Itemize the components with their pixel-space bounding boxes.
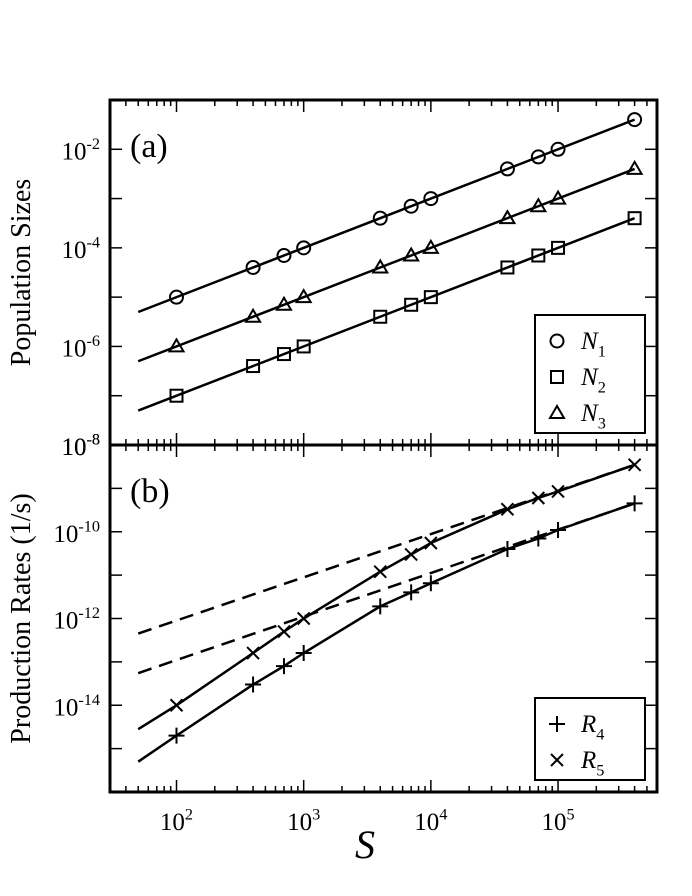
panel-a-ticks: [109, 99, 658, 446]
panel-b: 10-8 10-10 10-12 10-14 102 103 104 105 (b) Pro…: [6, 431, 659, 867]
legend-marker-N3: [548, 404, 566, 419]
data-point-N2: [373, 309, 388, 324]
data-point-R5: [373, 564, 387, 579]
panel-a: 10-2 10-4 10-6 10-8 (a) Population Sizes N1…: [6, 98, 659, 461]
panel-b-y-axis-label: Production Rates (1/s): [6, 493, 37, 743]
legend-label-R5: R5: [580, 747, 604, 780]
data-point-N2: [276, 347, 291, 362]
data-point-N3: [498, 209, 517, 225]
x-axis-label: S: [355, 822, 375, 867]
panel-b-curves: [137, 463, 636, 763]
x-tick-label: 102: [160, 806, 193, 837]
data-point-N2: [500, 260, 515, 275]
x-tick-label: 105: [541, 806, 574, 837]
x-tick-labels: 102 103 104 105: [160, 806, 575, 837]
data-point-R4: [275, 658, 292, 675]
y-tick-label: 10-8: [61, 431, 100, 462]
data-point-R5: [424, 536, 438, 550]
data-point-N3: [422, 238, 440, 254]
legend-label-R4: R4: [580, 711, 604, 744]
legend-label-N3: N3: [580, 400, 606, 433]
data-point-N3: [294, 288, 313, 304]
data-point-N2: [404, 297, 419, 312]
data-point-R5: [169, 698, 184, 712]
data-point-R4: [530, 530, 547, 547]
data-point-N3: [529, 197, 548, 213]
data-point-N1: [627, 112, 643, 128]
data-point-R4: [295, 645, 312, 662]
data-point-N1: [530, 149, 546, 165]
data-point-N3: [167, 337, 186, 353]
asymptote-R4: [137, 502, 636, 675]
legend-box: [534, 697, 646, 781]
y-tick-label: 10-4: [61, 233, 100, 264]
data-point-N3: [549, 189, 567, 205]
data-point-N1: [499, 161, 515, 177]
panel-a-label: (a): [130, 128, 168, 165]
y-tick-label: 10-2: [61, 135, 100, 166]
data-point-R4: [168, 727, 185, 744]
data-point-R5: [500, 502, 515, 516]
y-tick-label: 10-10: [53, 517, 100, 548]
data-point-R4: [550, 521, 567, 538]
data-point-N1: [296, 240, 312, 256]
y-tick-label: 10-8: [61, 431, 100, 462]
data-point-N1: [276, 247, 292, 263]
panel-b-markers: [168, 458, 643, 744]
data-point-R5: [246, 646, 260, 660]
y-tick-label: 10-14: [53, 691, 100, 722]
panel-a-y-axis-label: Population Sizes: [6, 179, 37, 366]
data-point-R4: [499, 541, 516, 558]
curve-R4: [137, 502, 636, 763]
data-point-R5: [531, 491, 546, 505]
data-point-N2: [551, 240, 566, 255]
data-point-N2: [531, 248, 546, 263]
data-point-N2: [296, 339, 311, 354]
legend-marker-N1: [549, 333, 565, 349]
data-point-N3: [275, 295, 293, 311]
data-point-R5: [404, 547, 418, 562]
data-point-N3: [371, 258, 389, 274]
legend-marker-R4: [549, 716, 565, 732]
data-point-N2: [627, 211, 642, 226]
data-point-R5: [551, 484, 565, 499]
data-point-N3: [625, 159, 644, 175]
legend-label-N2: N2: [580, 364, 606, 397]
data-point-R5: [277, 624, 291, 639]
legend-label-N1: N1: [580, 328, 606, 361]
panel-a-markers: [167, 112, 644, 403]
data-point-R4: [245, 676, 262, 693]
data-point-R5: [627, 458, 642, 472]
x-tick-label: 103: [287, 806, 320, 837]
legend-marker-R5: [550, 753, 564, 767]
data-point-R4: [403, 584, 420, 601]
data-point-N3: [402, 246, 420, 262]
y-tick-label: 10-12: [53, 604, 100, 635]
data-point-N1: [403, 198, 419, 214]
data-point-N1: [423, 191, 439, 207]
data-point-N3: [244, 307, 262, 323]
data-point-N1: [550, 141, 566, 157]
data-point-R4: [626, 495, 643, 512]
data-point-R4: [372, 598, 389, 615]
data-point-N1: [245, 259, 261, 275]
curve-R5: [137, 463, 636, 731]
data-point-R5: [296, 611, 311, 626]
y-tick-label: 10-6: [61, 332, 100, 363]
panel-b-label: (b): [130, 473, 170, 510]
data-point-R4: [422, 575, 439, 592]
data-point-N1: [168, 289, 184, 305]
panel-b-y-tick-labels: 10-8 10-10 10-12 10-14: [53, 431, 100, 722]
x-tick-label: 104: [414, 806, 447, 837]
data-point-N1: [372, 210, 388, 226]
data-point-N2: [246, 359, 261, 374]
data-point-N2: [169, 388, 184, 403]
panel-a-y-tick-labels: 10-2 10-4 10-6 10-8: [61, 135, 100, 461]
data-point-N2: [423, 290, 438, 305]
panel-b-ticks: [109, 444, 658, 793]
legend-marker-N2: [550, 370, 564, 384]
